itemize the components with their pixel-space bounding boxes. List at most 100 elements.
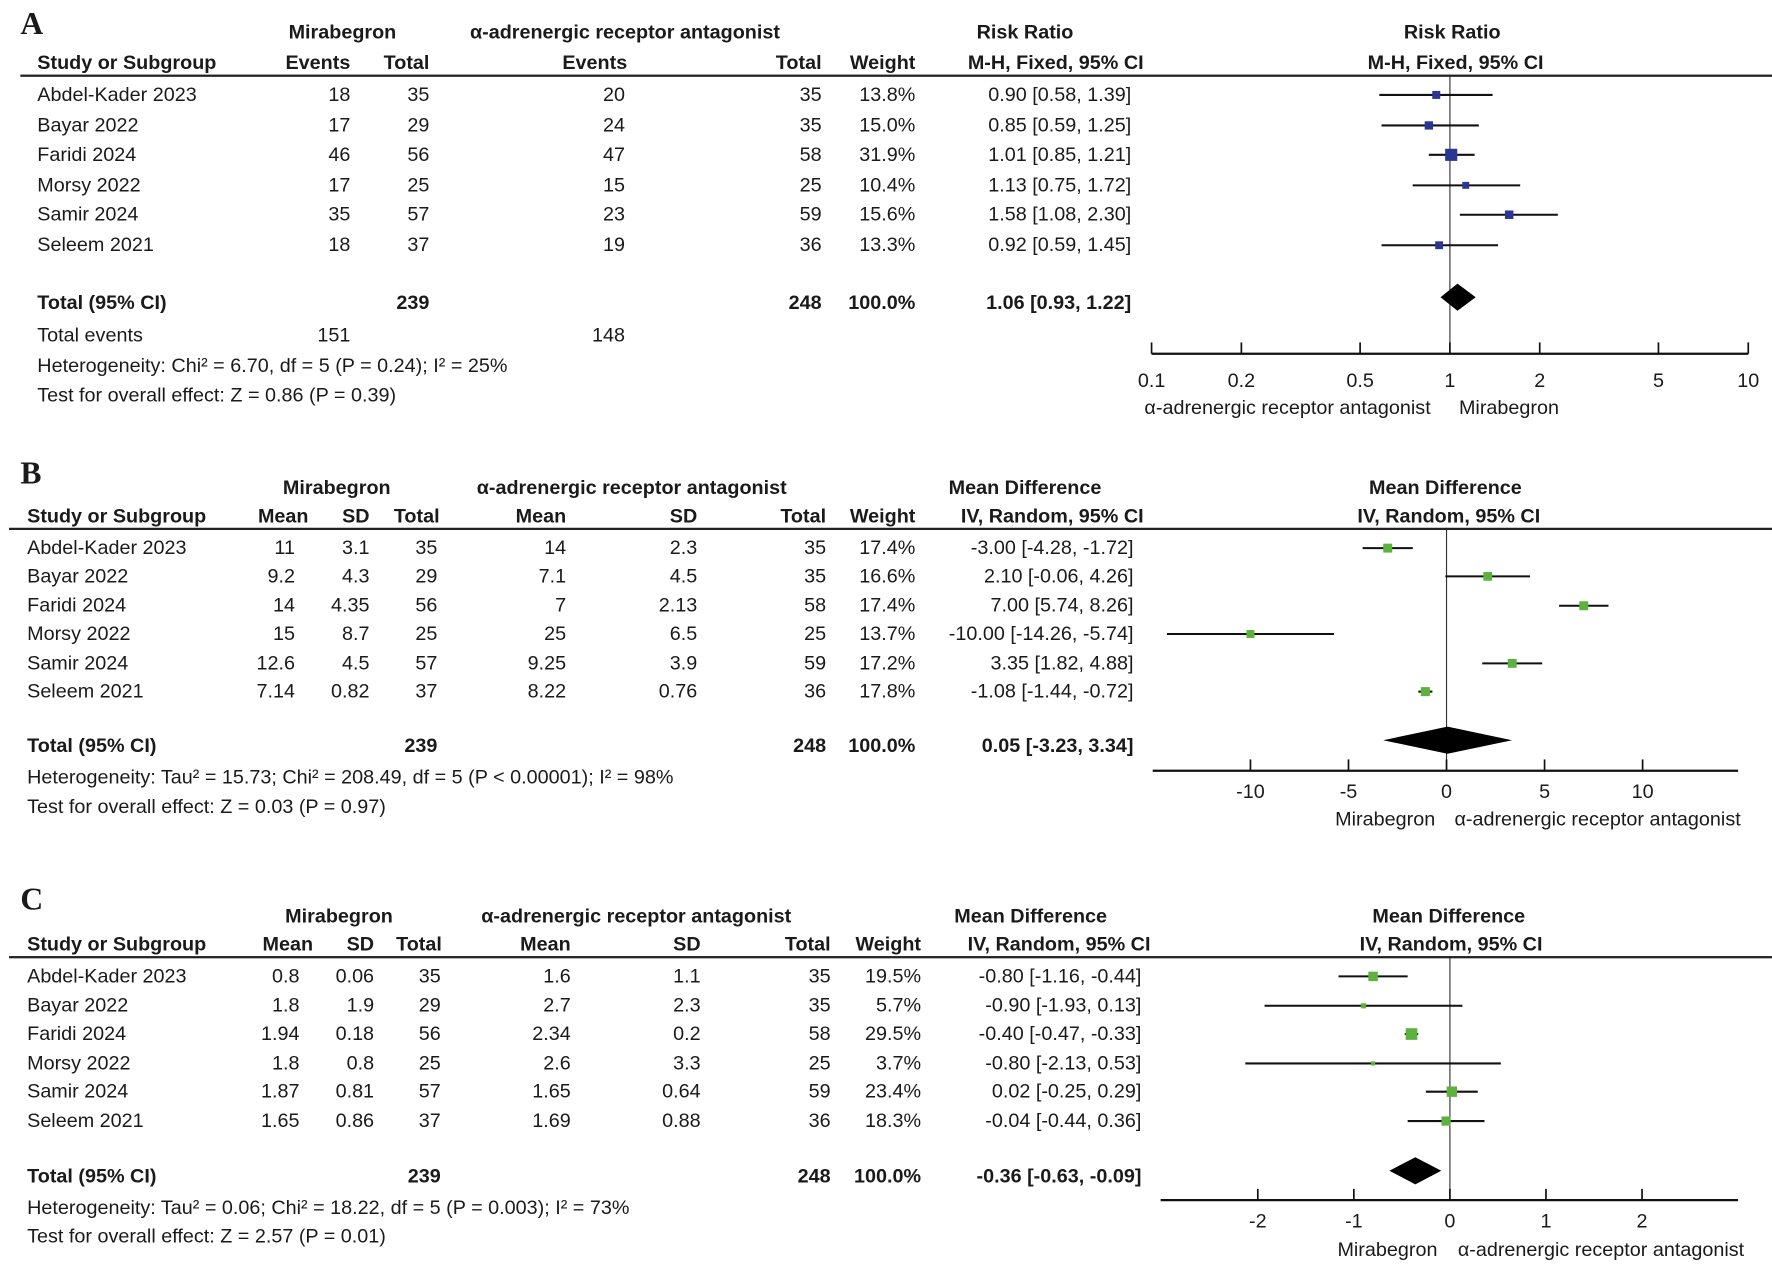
table-cell: 35 xyxy=(407,82,430,106)
table-cell: 3.7% xyxy=(875,1051,922,1074)
header-divider xyxy=(9,527,1772,530)
header-divider xyxy=(20,74,1772,77)
column-header: SD xyxy=(346,932,375,956)
x-tick-label: 1 xyxy=(1540,1209,1552,1233)
total-cell: 100.0% xyxy=(848,290,916,314)
table-cell: 17 xyxy=(328,113,351,136)
effect-square xyxy=(1462,181,1470,189)
table-cell: 35 xyxy=(328,202,351,226)
table-cell: 4.35 xyxy=(331,593,370,617)
table-cell: 1.65 xyxy=(260,1108,300,1132)
x-tick-label: 0 xyxy=(1444,1209,1456,1233)
table-cell: 2.6 xyxy=(543,1051,571,1074)
panel-label: C xyxy=(20,882,44,918)
total-label: Total (95% CI) xyxy=(37,290,167,314)
overall-effect-text: Test for overall effect: Z = 0.03 (P = 0… xyxy=(27,794,386,818)
table-cell: -10.00 [-14.26, -5.74] xyxy=(948,621,1134,645)
table-cell: 0.90 [0.58, 1.39] xyxy=(988,82,1132,106)
study-name: Seleem 2021 xyxy=(27,679,144,703)
column-header: SD xyxy=(342,504,370,527)
group-header: Mean Difference xyxy=(954,904,1108,927)
pooled-diamond xyxy=(1389,1157,1442,1185)
x-tick-label: 0.2 xyxy=(1227,368,1256,392)
table-cell: 29 xyxy=(418,993,441,1017)
table-cell: 58 xyxy=(799,142,822,166)
total-cell: 239 xyxy=(396,290,430,314)
table-cell: 17 xyxy=(328,173,351,196)
column-header: Events xyxy=(285,51,351,74)
table-cell: 0.18 xyxy=(335,1021,375,1045)
total-events-exp: 151 xyxy=(317,323,351,347)
table-cell: 25 xyxy=(799,173,822,196)
table-cell: 12.6 xyxy=(256,651,295,674)
study-name: Abdel-Kader 2023 xyxy=(27,535,187,559)
table-cell: 31.9% xyxy=(859,142,916,166)
table-cell: 37 xyxy=(415,679,438,703)
column-header: Events xyxy=(562,51,628,74)
table-cell: 0.92 [0.59, 1.45] xyxy=(988,233,1132,256)
column-header: Mean xyxy=(262,932,314,956)
table-cell: 16.6% xyxy=(859,564,916,587)
table-cell: 36 xyxy=(804,679,827,703)
study-name: Bayar 2022 xyxy=(27,564,129,587)
study-name: Faridi 2024 xyxy=(27,1021,127,1045)
study-name: Bayar 2022 xyxy=(37,113,139,136)
table-cell: 4.3 xyxy=(342,564,370,587)
table-cell: 25 xyxy=(804,621,827,645)
study-name: Samir 2024 xyxy=(27,651,129,674)
effect-square xyxy=(1483,571,1493,581)
column-header: Total xyxy=(393,504,440,527)
column-header: Total xyxy=(784,932,831,956)
table-cell: 0.8 xyxy=(346,1051,375,1074)
table-cell: 6.5 xyxy=(669,621,698,645)
table-cell: 7.00 [5.74, 8.26] xyxy=(990,593,1134,617)
table-cell: 24 xyxy=(602,113,625,136)
x-tick-label: -2 xyxy=(1249,1209,1267,1233)
group-header: α-adrenergic receptor antagonist xyxy=(481,904,792,927)
table-cell: 59 xyxy=(808,1079,831,1103)
table-cell: -0.80 [-2.13, 0.53] xyxy=(985,1051,1142,1074)
study-name: Seleem 2021 xyxy=(27,1108,144,1132)
total-cell: 239 xyxy=(407,1164,441,1187)
table-cell: 57 xyxy=(407,202,430,226)
table-cell: 23 xyxy=(602,202,625,226)
table-cell: 35 xyxy=(808,993,831,1017)
table-cell: 0.64 xyxy=(662,1079,701,1103)
table-cell: 9.25 xyxy=(527,651,567,674)
table-cell: 58 xyxy=(804,593,827,617)
overall-effect-text: Test for overall effect: Z = 0.86 (P = 0… xyxy=(37,383,397,406)
effect-square xyxy=(1424,121,1434,130)
pooled-diamond xyxy=(1440,283,1476,311)
column-header: Weight xyxy=(849,51,916,74)
table-cell: 17.4% xyxy=(859,535,916,559)
table-cell: 20 xyxy=(602,82,625,106)
column-header: Mean xyxy=(257,504,309,527)
total-cell: 0.05 [-3.23, 3.34] xyxy=(981,733,1134,757)
column-header: Total xyxy=(775,51,822,74)
study-name: Abdel-Kader 2023 xyxy=(27,964,187,987)
effect-square xyxy=(1441,1116,1451,1126)
table-cell: 1.9 xyxy=(346,993,375,1017)
column-header-study: Study or Subgroup xyxy=(37,51,217,74)
table-cell: -0.90 [-1.93, 0.13] xyxy=(985,993,1142,1017)
favours-right-label: α-adrenergic receptor antagonist xyxy=(1457,1237,1745,1261)
table-cell: 2.34 xyxy=(532,1021,571,1045)
table-cell: 2.3 xyxy=(673,993,701,1017)
total-cell: -0.36 [-0.63, -0.09] xyxy=(976,1164,1142,1187)
table-cell: 29.5% xyxy=(864,1021,922,1045)
effect-square xyxy=(1504,210,1514,219)
effect-square xyxy=(1371,1061,1376,1066)
column-header-study: Study or Subgroup xyxy=(27,504,207,527)
table-cell: 15 xyxy=(602,173,625,196)
group-header: Risk Ratio xyxy=(976,20,1074,44)
plot-column-header: M-H, Fixed, 95% CI xyxy=(1367,51,1544,74)
total-cell: 1.06 [0.93, 1.22] xyxy=(986,290,1132,314)
table-cell: 57 xyxy=(415,651,438,674)
study-name: Morsy 2022 xyxy=(27,1051,131,1074)
table-cell: 25 xyxy=(415,621,438,645)
total-cell: 239 xyxy=(404,733,438,757)
table-cell: 7.1 xyxy=(538,564,567,587)
table-cell: 2.10 [-0.06, 4.26] xyxy=(983,564,1134,587)
x-tick-label: 1 xyxy=(1444,368,1456,392)
table-cell: 13.3% xyxy=(859,233,916,256)
